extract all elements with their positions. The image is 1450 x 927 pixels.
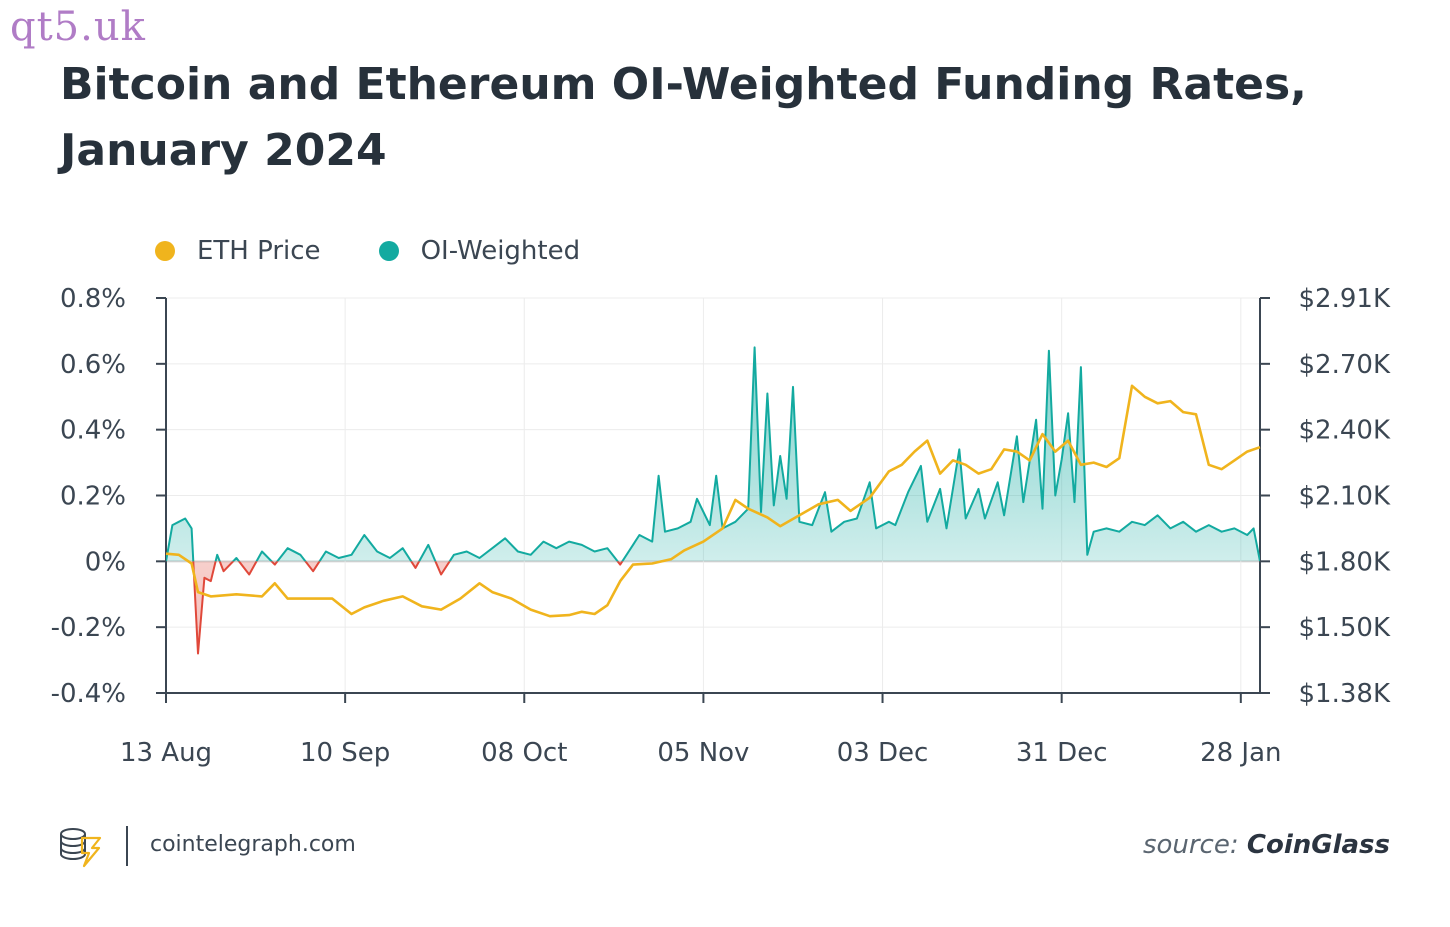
legend-label-eth-price: ETH Price xyxy=(197,236,321,266)
y-right-tick-label-2: $2.40K xyxy=(1299,416,1391,446)
footer-site[interactable]: cointelegraph.com xyxy=(150,832,356,857)
y-left-tick-label-4: 0% xyxy=(85,547,126,577)
oi-weighted-area-positive xyxy=(166,347,1260,562)
footer-divider xyxy=(126,826,128,866)
y-left-tick-label-5: -0.2% xyxy=(51,613,126,643)
y-right-tick-label-0: $2.91K xyxy=(1299,284,1391,314)
legend-label-oi-weighted: OI-Weighted xyxy=(420,236,581,266)
source-credit: source: CoinGlass xyxy=(1143,830,1390,860)
legend: ETH Price OI-Weighted xyxy=(155,236,638,266)
y-left-tick-label-1: 0.6% xyxy=(60,350,126,380)
x-tick-label-2: 08 Oct xyxy=(481,738,567,768)
x-tick-label-0: 13 Aug xyxy=(120,738,212,768)
watermark: qt5.uk xyxy=(10,4,146,50)
eth-price-line xyxy=(165,384,1261,618)
y-left-tick-label-0: 0.8% xyxy=(60,284,126,314)
legend-dot-eth-icon xyxy=(155,241,175,261)
y-left-tick-label-2: 0.4% xyxy=(60,416,126,446)
y-right-tick-label-6: $1.38K xyxy=(1299,679,1391,709)
legend-dot-oi-icon xyxy=(378,241,399,261)
x-tick-label-3: 05 Nov xyxy=(657,738,749,768)
cointelegraph-logo xyxy=(58,826,106,873)
y-right-tick-label-5: $1.50K xyxy=(1299,613,1391,643)
chart-title: Bitcoin and Ethereum OI-Weighted Funding… xyxy=(60,59,1307,176)
x-tick-label-6: 28 Jan xyxy=(1200,738,1281,768)
y-left-tick-label-6: -0.4% xyxy=(51,679,126,709)
legend-item-oi-weighted[interactable]: OI-Weighted xyxy=(378,236,581,266)
y-right-tick-label-1: $2.70K xyxy=(1299,350,1391,380)
x-tick-label-5: 31 Dec xyxy=(1016,738,1108,768)
legend-item-eth-price[interactable]: ETH Price xyxy=(155,236,321,266)
source-name: CoinGlass xyxy=(1246,830,1390,860)
x-tick-label-1: 10 Sep xyxy=(300,738,390,768)
y-right-tick-label-3: $2.10K xyxy=(1299,482,1391,512)
y-right-tick-label-4: $1.80K xyxy=(1299,547,1391,577)
source-prefix: source: xyxy=(1142,830,1239,860)
x-tick-label-4: 03 Dec xyxy=(837,738,929,768)
y-left-tick-label-3: 0.2% xyxy=(60,482,126,512)
oi-weighted-line-positive xyxy=(166,346,1260,562)
